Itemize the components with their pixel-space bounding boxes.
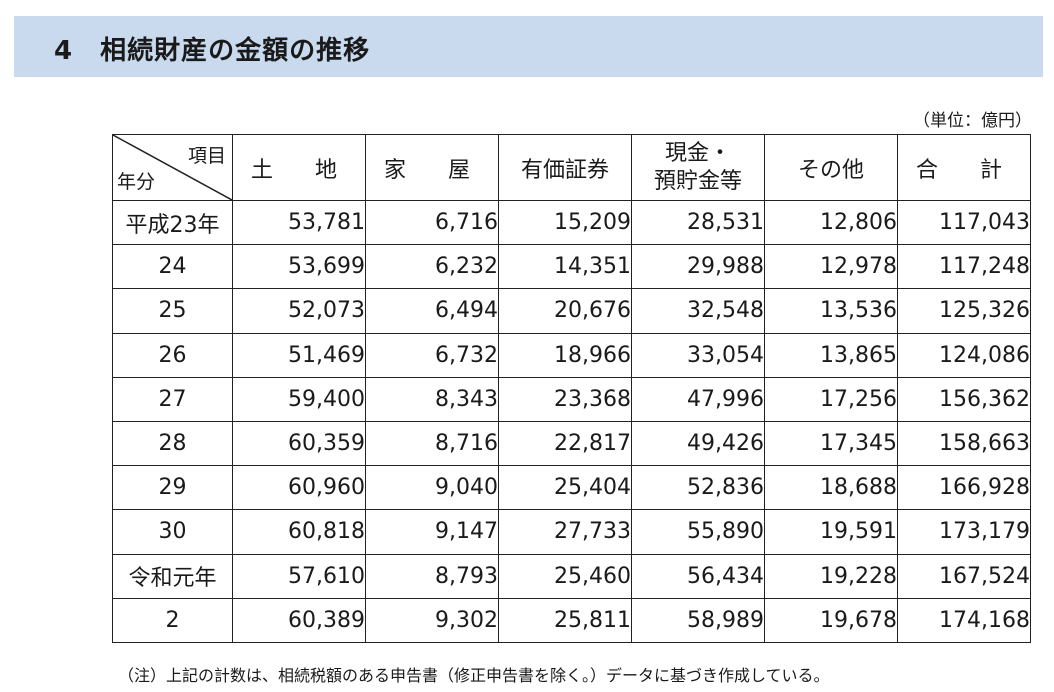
- cash-deposits-value-cell: 52,836: [631, 465, 765, 511]
- table-row: 24 53,699 6,232 14,351 29,988 12,978 117,248: [112, 244, 1031, 290]
- land-value-cell: 60,389: [232, 597, 366, 643]
- house-value-cell: 9,147: [365, 509, 499, 555]
- diagonal-divider: [113, 135, 232, 200]
- section-title-bar: 4 相続財産の金額の推移: [14, 16, 1043, 77]
- total-value-cell: 173,179: [897, 509, 1031, 555]
- securities-value-cell: 14,351: [498, 244, 632, 290]
- securities-value-cell: 20,676: [498, 288, 632, 334]
- corner-header-cell: 項目 年分: [112, 134, 233, 201]
- year-cell: 令和元年: [112, 553, 233, 599]
- other-value-cell: 18,688: [764, 465, 898, 511]
- corner-item-label: 項目: [187, 145, 226, 167]
- year-cell: 平成23年: [112, 199, 233, 246]
- total-value-cell: 174,168: [897, 597, 1031, 643]
- year-cell: 27: [112, 376, 233, 422]
- house-value-cell: 8,343: [365, 376, 499, 422]
- total-value-cell: 167,524: [897, 553, 1031, 599]
- cash-deposits-value-cell: 33,054: [631, 332, 765, 378]
- other-value-cell: 19,228: [764, 553, 898, 599]
- header-cash-line1: 現金・: [664, 140, 731, 166]
- securities-value-cell: 27,733: [498, 509, 632, 555]
- year-cell: 2: [112, 597, 233, 643]
- cash-deposits-value-cell: 29,988: [631, 244, 765, 290]
- securities-value-cell: 23,368: [498, 376, 632, 422]
- land-value-cell: 60,960: [232, 465, 366, 511]
- land-value-cell: 53,781: [232, 199, 366, 246]
- total-value-cell: 166,928: [897, 465, 1031, 511]
- table-row: 25 52,073 6,494 20,676 32,548 13,536 125,326: [112, 288, 1031, 334]
- other-value-cell: 17,256: [764, 376, 898, 422]
- year-cell: 30: [112, 509, 233, 555]
- other-value-cell: 12,978: [764, 244, 898, 290]
- table-row: 2 60,389 9,302 25,811 58,989 19,678 174,168: [112, 597, 1031, 643]
- securities-value-cell: 15,209: [498, 199, 632, 246]
- house-value-cell: 6,732: [365, 332, 499, 378]
- house-value-cell: 6,494: [365, 288, 499, 334]
- total-value-cell: 117,043: [897, 199, 1031, 246]
- header-other: その他: [764, 134, 898, 201]
- other-value-cell: 19,591: [764, 509, 898, 555]
- total-value-cell: 125,326: [897, 288, 1031, 334]
- securities-value-cell: 22,817: [498, 420, 632, 467]
- header-land: 土 地: [232, 134, 366, 201]
- table-body: 平成23年 53,781 6,716 15,209 28,531 12,806 117,04…: [112, 199, 1031, 643]
- cash-deposits-value-cell: 32,548: [631, 288, 765, 334]
- header-total: 合 計: [897, 134, 1031, 201]
- inheritance-assets-table: 項目 年分 土 地 家 屋 有価証券 現金・ 預貯金等 その他 合 計 平成23…: [112, 134, 1031, 643]
- securities-value-cell: 25,404: [498, 465, 632, 511]
- footnote: （注）上記の計数は、相続税額のある申告書（修正申告書を除く。）データに基づき作成…: [118, 666, 830, 685]
- cash-deposits-value-cell: 55,890: [631, 509, 765, 555]
- table-row: 平成23年 53,781 6,716 15,209 28,531 12,806 117,04…: [112, 199, 1031, 246]
- house-value-cell: 9,040: [365, 465, 499, 511]
- land-value-cell: 57,610: [232, 553, 366, 599]
- land-value-cell: 53,699: [232, 244, 366, 290]
- other-value-cell: 13,865: [764, 332, 898, 378]
- year-cell: 28: [112, 420, 233, 467]
- table-row: 29 60,960 9,040 25,404 52,836 18,688 166,928: [112, 465, 1031, 511]
- securities-value-cell: 25,811: [498, 597, 632, 643]
- header-row: 項目 年分 土 地 家 屋 有価証券 現金・ 預貯金等 その他 合 計: [112, 134, 1031, 201]
- total-value-cell: 158,663: [897, 420, 1031, 467]
- house-value-cell: 8,793: [365, 553, 499, 599]
- land-value-cell: 60,818: [232, 509, 366, 555]
- table-row: 28 60,359 8,716 22,817 49,426 17,345 158,663: [112, 420, 1031, 467]
- securities-value-cell: 25,460: [498, 553, 632, 599]
- cash-deposits-value-cell: 58,989: [631, 597, 765, 643]
- table-row: 30 60,818 9,147 27,733 55,890 19,591 173,179: [112, 509, 1031, 555]
- total-value-cell: 124,086: [897, 332, 1031, 378]
- unit-label: （単位：億円）: [913, 111, 1032, 131]
- land-value-cell: 52,073: [232, 288, 366, 334]
- total-value-cell: 117,248: [897, 244, 1031, 290]
- land-value-cell: 51,469: [232, 332, 366, 378]
- other-value-cell: 12,806: [764, 199, 898, 246]
- table-row: 令和元年 57,610 8,793 25,460 56,434 19,228 167,524: [112, 553, 1031, 599]
- year-cell: 29: [112, 465, 233, 511]
- other-value-cell: 17,345: [764, 420, 898, 467]
- header-house: 家 屋: [365, 134, 499, 201]
- house-value-cell: 9,302: [365, 597, 499, 643]
- page-title: 4 相続財産の金額の推移: [54, 36, 371, 66]
- header-cash-line2: 預貯金等: [653, 168, 742, 194]
- house-value-cell: 6,716: [365, 199, 499, 246]
- cash-deposits-value-cell: 28,531: [631, 199, 765, 246]
- land-value-cell: 60,359: [232, 420, 366, 467]
- header-cash-deposits: 現金・ 預貯金等: [631, 134, 765, 201]
- year-cell: 24: [112, 244, 233, 290]
- other-value-cell: 13,536: [764, 288, 898, 334]
- cash-deposits-value-cell: 56,434: [631, 553, 765, 599]
- cash-deposits-value-cell: 49,426: [631, 420, 765, 467]
- table-row: 27 59,400 8,343 23,368 47,996 17,256 156,362: [112, 376, 1031, 422]
- securities-value-cell: 18,966: [498, 332, 632, 378]
- total-value-cell: 156,362: [897, 376, 1031, 422]
- year-cell: 26: [112, 332, 233, 378]
- house-value-cell: 8,716: [365, 420, 499, 467]
- table-row: 26 51,469 6,732 18,966 33,054 13,865 124,086: [112, 332, 1031, 378]
- land-value-cell: 59,400: [232, 376, 366, 422]
- year-cell: 25: [112, 288, 233, 334]
- other-value-cell: 19,678: [764, 597, 898, 643]
- cash-deposits-value-cell: 47,996: [631, 376, 765, 422]
- corner-year-label: 年分: [117, 171, 156, 193]
- house-value-cell: 6,232: [365, 244, 499, 290]
- header-securities: 有価証券: [498, 134, 632, 201]
